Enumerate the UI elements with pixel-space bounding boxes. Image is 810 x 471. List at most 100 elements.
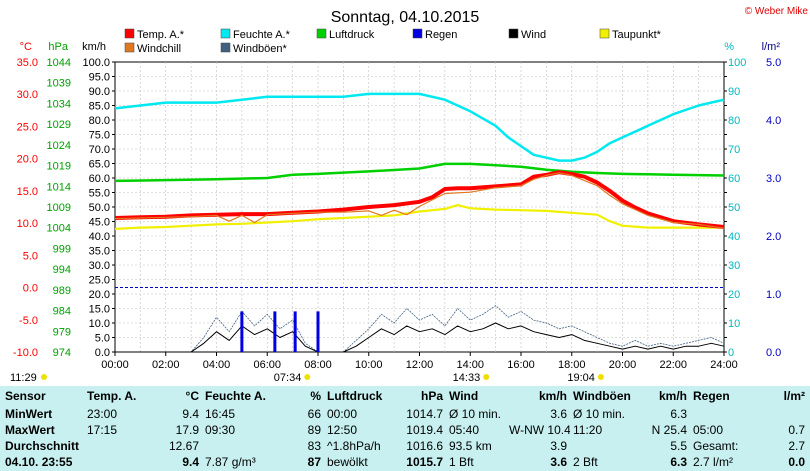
wind-tick-label: 100.0 [82, 57, 110, 69]
wind-tick-label: 0.0 [95, 347, 110, 359]
temp-tick-label: 10.0 [17, 218, 38, 230]
x-tick-label: 12:00 [406, 359, 434, 371]
axis-unit: km/h [82, 41, 106, 53]
rain-bar [240, 311, 244, 352]
stats-cell: Ø 10 min. [449, 407, 502, 421]
rain-tick-label: 2.0 [766, 231, 781, 243]
stats-cell: 23:00 [87, 407, 118, 421]
series-windböen [115, 305, 725, 353]
wind-tick-label: 45.0 [89, 217, 110, 229]
stats-row: Durchschnitt 12.67 83 ^1.8hPa/h 1016.6 93.5 k… [2, 438, 808, 454]
pressure-tick-label: 1044 [47, 57, 71, 69]
stats-cell: 0.0 [788, 455, 805, 469]
time-marker-sun-icon [41, 374, 47, 380]
pressure-tick-label: 1019 [47, 161, 71, 173]
humidity-tick-label: 90 [728, 86, 740, 98]
humidity-tick-label: 50 [728, 202, 740, 214]
x-tick-label: 06:00 [253, 359, 281, 371]
humidity-tick-label: 20 [728, 289, 740, 301]
x-tick-label: 18:00 [558, 359, 586, 371]
series-feuchte-a [114, 92, 725, 162]
humidity-tick-label: 10 [728, 318, 740, 330]
temp-tick-label: 25.0 [17, 121, 38, 133]
wind-tick-label: 5.0 [95, 333, 110, 345]
temp-tick-label: 30.0 [17, 89, 38, 101]
wind-tick-label: 50.0 [89, 202, 110, 214]
stats-header-cell: l/m² [783, 389, 805, 403]
series-temp-a [114, 170, 725, 229]
stats-row: MaxWert 17:15 17.9 09:30 89 12:50 1019.4 05:40 W… [2, 422, 808, 438]
stats-header-cell: Windböen [573, 389, 631, 403]
stats-header-cell: Sensor [5, 389, 46, 403]
copyright-label: © Weber Mike [745, 6, 809, 17]
stats-cell: 1016.6 [406, 439, 443, 453]
time-marker-label: 19:04 [567, 372, 595, 384]
stats-cell: 05:40 [449, 423, 480, 437]
stats-cell: Gesamt: [693, 439, 739, 453]
wind-tick-label: 30.0 [89, 260, 110, 272]
humidity-tick-label: 70 [728, 144, 740, 156]
pressure-tick-label: 1014 [47, 181, 71, 193]
wind-tick-label: 75.0 [89, 130, 110, 142]
stats-cell: 83 [307, 439, 321, 453]
stats-cell: 0.7 [788, 423, 805, 437]
axis-unit: % [724, 41, 734, 53]
rain-tick-label: 1.0 [766, 289, 781, 301]
stats-cell: ^1.8hPa/h [327, 439, 381, 453]
stats-cell [84, 438, 146, 454]
legend-swatch [124, 28, 135, 39]
temp-tick-label: 15.0 [17, 186, 38, 198]
stats-cell: 09:30 [205, 423, 236, 437]
wind-tick-label: 10.0 [89, 318, 110, 330]
temp-tick-label: 20.0 [17, 154, 38, 166]
chart-series [114, 92, 725, 353]
rain-tick-label: 4.0 [766, 115, 781, 127]
temp-tick-label: 35.0 [17, 57, 38, 69]
stats-cell: 3.9 [550, 439, 567, 453]
stats-row: 04.10. 23:55 9.4 7.87 g/m³ 87 bewölkt 1015.7 1… [2, 454, 808, 470]
pressure-tick-label: 1009 [47, 202, 71, 214]
humidity-tick-label: 40 [728, 231, 740, 243]
pressure-tick-label: 989 [53, 285, 71, 297]
pressure-tick-label: 1034 [47, 98, 71, 110]
wind-tick-label: 80.0 [89, 115, 110, 127]
series-luftdruck [114, 162, 725, 183]
stats-cell: 12:50 [327, 423, 358, 437]
x-tick-label: 16:00 [507, 359, 535, 371]
series-windchill [114, 172, 725, 229]
humidity-tick-label: 60 [728, 173, 740, 185]
time-marker-label: 07:34 [274, 372, 302, 384]
stats-cell: 2.7 [788, 439, 805, 453]
x-tick-label: 02:00 [152, 359, 180, 371]
temp-tick-label: 5.0 [23, 250, 38, 262]
chart-axes: 35.0 30.0 25.0 20.0 15.0 10.0 5.0 0.0 -5.0 -10.0 1… [13, 57, 781, 371]
weather-chart: Sonntag, 04.10.2015 © Weber Mike Temp. A… [10, 6, 809, 384]
axis-units: °C hPa km/h% l/m² [20, 41, 781, 53]
pressure-tick-label: 1029 [47, 119, 71, 131]
legend-label: Windböen* [233, 43, 288, 55]
stats-cell: 11:20 [573, 423, 603, 437]
stats-cell: 66 [307, 407, 321, 421]
stats-row-label: Durchschnitt [5, 439, 80, 453]
axis-unit: l/m² [762, 41, 781, 53]
legend-label: Temp. A.* [137, 29, 185, 41]
chart-grid [115, 62, 724, 352]
stats-cell: 93.5 km [449, 439, 492, 453]
stats-cell: 05:00 [693, 423, 724, 437]
stats-cell: 6.3 [670, 455, 687, 469]
legend-swatch [316, 28, 327, 39]
time-marker-sun-icon [304, 374, 311, 380]
stats-header-cell: km/h [538, 389, 567, 403]
wind-tick-label: 55.0 [89, 188, 110, 200]
stats-cell: 1014.7 [406, 407, 443, 421]
stats-row: MinWert 23:00 9.4 16:45 66 00:00 1014.7 Ø 10 mi… [2, 406, 808, 422]
stats-cell [84, 454, 146, 470]
pressure-tick-label: 1024 [47, 140, 71, 152]
legend-swatch [124, 42, 135, 53]
temp-tick-label: -5.0 [19, 315, 38, 327]
stats-header-row: Sensor Temp. A. °C Feuchte A.% Luftdruck hPa W… [2, 386, 808, 406]
stats-header-cell: % [310, 389, 321, 403]
pressure-tick-label: 999 [53, 243, 71, 255]
stats-header-cell: Wind [449, 389, 479, 403]
stats-cell: 2 Bft [573, 455, 598, 469]
